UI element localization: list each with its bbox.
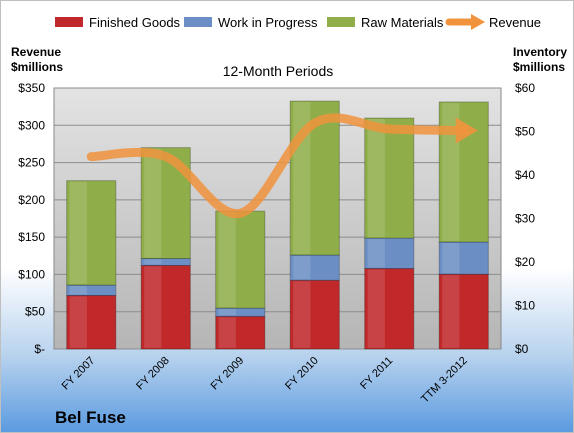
bar-work-in-progress-highlight (144, 259, 162, 265)
bar-raw-materials (364, 117, 415, 239)
legend-label-finished-goods: Finished Goods (89, 15, 181, 30)
bar-raw-materials-highlight (69, 181, 87, 285)
left-tick-label: $- (34, 342, 45, 356)
right-axis-title-line1: Inventory (513, 45, 567, 59)
bar-finished-goods (364, 268, 415, 350)
bar-work-in-progress (438, 241, 489, 275)
right-tick-label: $30 (515, 212, 535, 226)
bar-work-in-progress-highlight (69, 286, 87, 295)
bar-raw-materials-highlight (367, 119, 385, 238)
bar-finished-goods-highlight (293, 281, 311, 348)
right-axis-title-line2: $millions (513, 60, 565, 74)
x-tick-label: TTM 3-2012 (419, 355, 470, 406)
left-axis-title-line2: $millions (11, 60, 63, 74)
revenue-line-group (86, 113, 478, 218)
bar-finished-goods-highlight (367, 269, 385, 348)
legend-swatch-finished-goods (55, 17, 83, 27)
bar-raw-materials-highlight (218, 212, 236, 308)
gridlines (54, 87, 501, 350)
bar-raw-materials (215, 210, 266, 309)
legend-swatch-work-in-progress (184, 17, 212, 27)
right-tick-label: $0 (515, 342, 529, 356)
revenue-arrowhead (455, 117, 478, 144)
bar-finished-goods (140, 264, 191, 350)
left-tick-label: $200 (18, 193, 45, 207)
left-tick-label: $150 (18, 230, 45, 244)
bar-work-in-progress-highlight (293, 256, 311, 280)
right-tick-label: $50 (515, 125, 535, 139)
bar-raw-materials-highlight (144, 148, 162, 258)
x-tick-label: FY 2010 (283, 355, 321, 393)
legend-swatch-revenue-arrowhead (471, 14, 485, 30)
bar-finished-goods (66, 294, 117, 350)
left-tick-label: $250 (18, 156, 45, 170)
legend-label-work-in-progress: Work in Progress (218, 15, 318, 30)
company-name: Bel Fuse (55, 408, 126, 427)
legend-label-revenue: Revenue (489, 15, 541, 30)
x-tick-label: FY 2008 (134, 355, 172, 393)
chart-title: 12-Month Periods (223, 63, 334, 79)
bar-finished-goods (438, 273, 489, 350)
bar-work-in-progress (289, 254, 340, 281)
bar-finished-goods-highlight (442, 275, 460, 348)
bars (66, 100, 489, 350)
bar-finished-goods-highlight (218, 317, 236, 348)
left-tick-label: $300 (18, 118, 45, 132)
legend: Finished Goods Work in Progress Raw Mate… (55, 14, 541, 30)
bar-work-in-progress-highlight (218, 309, 236, 316)
bar-finished-goods (289, 279, 340, 350)
x-tick-label: FY 2009 (209, 355, 247, 393)
right-tick-label: $40 (515, 168, 535, 182)
x-tick-label: FY 2007 (60, 355, 98, 393)
right-tick-label: $60 (515, 81, 535, 95)
bar-raw-materials (66, 180, 117, 286)
bar-finished-goods-highlight (144, 266, 162, 348)
bar-work-in-progress-highlight (442, 242, 460, 274)
bar-work-in-progress-highlight (367, 239, 385, 268)
right-tick-label: $10 (515, 299, 535, 313)
bar-work-in-progress (364, 237, 415, 270)
right-axis-ticks: $0 $10 $20 $30 $40 $50 $60 (515, 81, 535, 356)
bar-raw-materials-highlight (442, 102, 460, 241)
x-tick-label: FY 2011 (358, 355, 395, 392)
legend-swatch-raw-materials (327, 17, 355, 27)
left-tick-label: $50 (25, 305, 45, 319)
left-tick-label: $100 (18, 267, 45, 281)
left-axis-title-line1: Revenue (11, 45, 61, 59)
left-axis-ticks: $- $50 $100 $150 $200 $250 $300 $350 (18, 81, 45, 356)
left-tick-label: $350 (18, 81, 45, 95)
legend-label-raw-materials: Raw Materials (361, 15, 444, 30)
bar-finished-goods-highlight (69, 296, 87, 348)
right-tick-label: $20 (515, 255, 535, 269)
x-axis-labels: FY 2007 FY 2008 FY 2009 FY 2010 FY 2011 TTM 3… (60, 355, 470, 406)
